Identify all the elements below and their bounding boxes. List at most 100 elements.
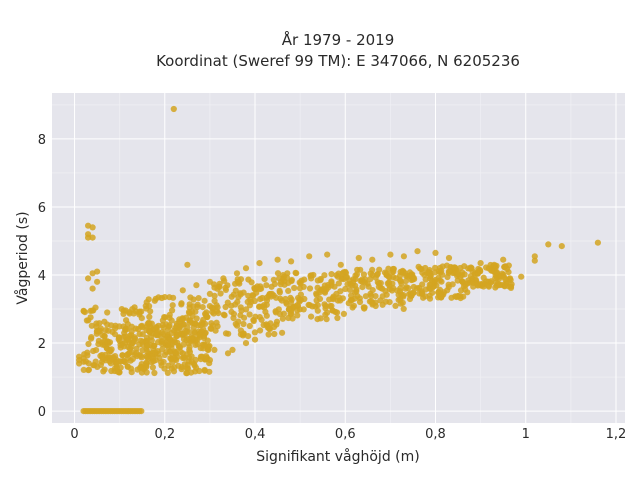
data-point: [324, 309, 331, 316]
data-point: [206, 290, 213, 297]
data-point: [367, 275, 374, 283]
data-point: [94, 278, 101, 285]
data-point: [294, 312, 301, 319]
data-point: [221, 312, 228, 319]
data-point: [137, 352, 145, 359]
data-point: [278, 297, 285, 304]
data-point: [263, 294, 270, 301]
data-point: [148, 320, 155, 327]
data-point: [85, 340, 92, 348]
data-point: [155, 322, 162, 329]
data-point: [331, 283, 338, 290]
data-point: [165, 323, 172, 330]
data-points: [76, 105, 602, 415]
data-point: [320, 285, 327, 292]
data-point: [203, 309, 210, 316]
data-point: [251, 336, 259, 343]
data-point: [181, 361, 188, 368]
data-point: [314, 302, 321, 309]
data-point: [386, 299, 393, 306]
data-point: [170, 294, 177, 301]
y-tick-label: 2: [38, 337, 46, 352]
data-point: [426, 281, 433, 288]
data-point: [337, 261, 344, 268]
data-point: [364, 280, 371, 287]
data-point: [201, 297, 208, 304]
data-point: [296, 296, 303, 303]
data-point: [399, 269, 406, 276]
data-point: [211, 346, 218, 353]
data-point: [153, 330, 160, 337]
data-point: [285, 279, 292, 286]
data-point: [405, 285, 412, 292]
data-point: [314, 307, 321, 314]
data-point: [108, 346, 115, 353]
data-point: [449, 281, 456, 288]
data-point: [306, 302, 313, 309]
data-point: [183, 370, 190, 377]
data-point: [410, 289, 417, 296]
data-point: [217, 290, 224, 297]
data-point: [273, 321, 280, 328]
x-tick-label: 0,4: [245, 427, 266, 442]
data-point: [492, 275, 499, 282]
data-point: [376, 266, 383, 273]
data-point: [479, 280, 487, 287]
data-point: [321, 272, 328, 279]
data-point: [184, 324, 191, 331]
data-point: [444, 287, 451, 294]
data-point: [124, 363, 131, 370]
data-point: [558, 243, 565, 250]
data-point: [400, 293, 407, 300]
data-point: [147, 333, 155, 340]
data-point: [186, 344, 193, 351]
data-point: [390, 265, 397, 273]
data-point: [339, 295, 346, 302]
data-point: [181, 330, 188, 337]
data-point: [200, 316, 207, 323]
data-point: [149, 364, 156, 371]
data-point: [594, 239, 602, 246]
data-point: [128, 369, 135, 376]
data-point: [152, 357, 159, 364]
data-point: [188, 358, 195, 365]
data-point: [125, 336, 132, 343]
data-point: [267, 320, 274, 327]
data-point: [316, 295, 324, 302]
data-point: [294, 307, 301, 314]
data-point: [152, 295, 159, 302]
data-point: [168, 330, 175, 337]
data-point: [161, 351, 168, 359]
data-point: [193, 282, 200, 289]
data-point: [159, 346, 166, 353]
data-point: [288, 296, 295, 303]
data-point: [314, 316, 321, 323]
data-point: [224, 350, 232, 357]
data-point: [399, 299, 406, 306]
data-point: [362, 293, 369, 300]
data-point: [180, 336, 188, 343]
data-point: [417, 265, 424, 272]
data-point: [180, 341, 187, 348]
data-point: [279, 315, 286, 322]
data-point: [296, 279, 303, 286]
data-point: [131, 304, 138, 311]
x-tick-label: 0,6: [335, 427, 356, 442]
data-point: [232, 287, 239, 294]
data-point: [261, 276, 268, 283]
data-point: [198, 328, 205, 335]
data-point: [345, 300, 352, 307]
data-point: [498, 272, 505, 279]
data-point: [451, 264, 458, 271]
data-point: [155, 339, 162, 346]
data-point: [355, 254, 362, 262]
data-point: [171, 339, 178, 346]
y-axis-ticks: 0 2 4 6 8: [38, 133, 46, 420]
data-point: [274, 256, 281, 263]
data-point: [453, 293, 460, 301]
data-point: [308, 313, 315, 320]
data-point: [246, 322, 253, 330]
data-point: [85, 360, 92, 367]
data-point: [118, 306, 125, 313]
data-point: [439, 263, 446, 270]
